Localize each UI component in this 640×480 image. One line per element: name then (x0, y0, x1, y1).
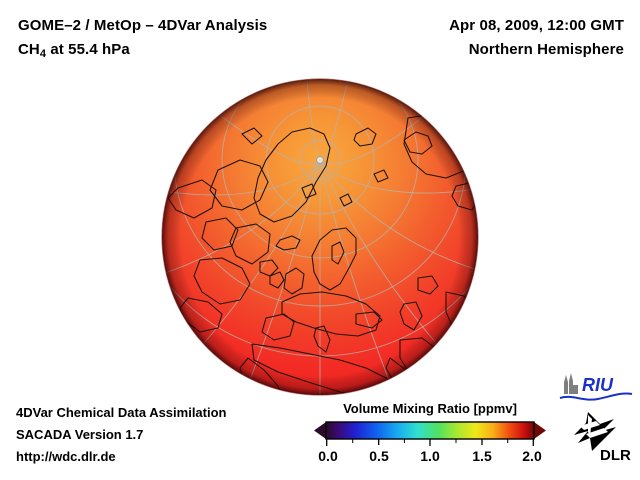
footer-left: 4DVar Chemical Data Assimilation SACADA … (16, 402, 316, 468)
dlr-mark-icon (574, 412, 616, 451)
riu-logo: RIU (558, 372, 634, 404)
colorbar-title: Volume Mixing Ratio [ppmv] (343, 401, 517, 416)
globe-svg (161, 78, 479, 396)
colorbar-ticklabel-1: 0.5 (369, 448, 389, 464)
colorbar-gradient (326, 422, 534, 439)
project-label: 4DVar Chemical Data Assimilation (16, 405, 227, 420)
level-label: at 55.4 hPa (46, 41, 130, 58)
globe-rim-shading (162, 79, 478, 395)
globe-outline (161, 78, 479, 396)
species-level-title: CH4 at 55.4 hPa (18, 38, 398, 66)
colorbar-ticklabel-2: 1.0 (420, 448, 440, 464)
cathedral-icon (564, 373, 578, 394)
dlr-wordmark: DLR (600, 447, 631, 464)
riu-wave (559, 392, 633, 401)
website-url[interactable]: http://wdc.dlr.de (16, 449, 116, 464)
species-subscript: 4 (39, 48, 47, 60)
colorbar-over-arrow (534, 422, 546, 439)
version-label: SACADA Version 1.7 (16, 427, 144, 442)
header-right: Apr 08, 2009, 12:00 GMT Northern Hemisph… (324, 14, 624, 62)
instrument-title: GOME–2 / MetOp – 4DVar Analysis (18, 17, 268, 34)
species-label: CH (18, 41, 40, 58)
dlr-logo-svg: DLR (574, 412, 631, 464)
colorbar-block: Volume Mixing Ratio [ppmv] (312, 400, 552, 468)
colorbar-ticklabel-4: 2.0 (522, 448, 542, 464)
hemisphere-label: Northern Hemisphere (468, 41, 624, 58)
datetime-label: Apr 08, 2009, 12:00 GMT (449, 17, 624, 34)
colorbar-minor-ticks (352, 439, 509, 443)
colorbar-ticks (326, 439, 534, 446)
colorbar-under-arrow (314, 422, 326, 439)
colorbar-ticklabel-0: 0.0 (318, 448, 338, 464)
colorbar-ticklabels: 0.0 0.5 1.0 1.5 2.0 (312, 448, 548, 468)
riu-logo-svg: RIU (559, 373, 633, 401)
north-pole-marker (316, 156, 324, 164)
riu-wordmark: RIU (582, 375, 614, 395)
header-left: GOME–2 / MetOp – 4DVar Analysis CH4 at 5… (18, 14, 398, 66)
dlr-logo: DLR (566, 410, 632, 468)
globe-map (160, 78, 480, 398)
colorbar-svg (314, 421, 546, 446)
colorbar-ticklabel-3: 1.5 (472, 448, 492, 464)
